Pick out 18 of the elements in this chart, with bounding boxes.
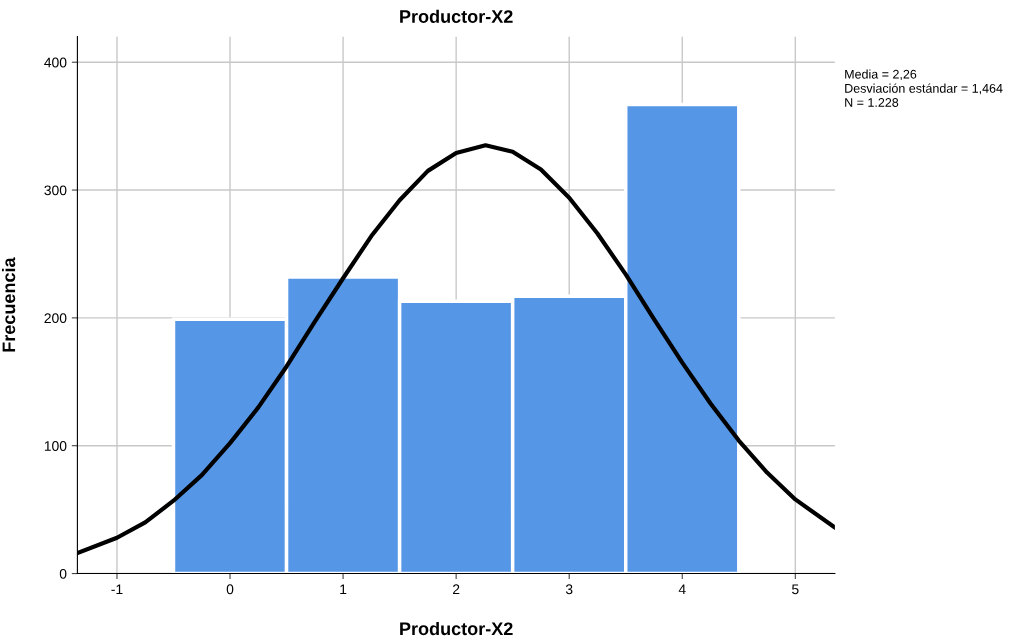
y-axis-title: Frecuencia (1, 257, 16, 352)
x-tick-label: 1 (340, 584, 347, 595)
y-tick-label: 0 (59, 568, 67, 579)
x-tick-label: 5 (792, 584, 799, 595)
x-tick-label: 4 (678, 584, 686, 595)
x-tick-label: 2 (452, 584, 460, 595)
y-tick-label: 100 (44, 441, 67, 451)
y-tick-label: 200 (44, 313, 67, 324)
y-tick-label: 300 (44, 185, 67, 196)
x-tick-label: 0 (226, 584, 234, 595)
text: Desviación estándar = 1,464 (845, 83, 1003, 95)
x-axis-title: Productor-X2 (400, 621, 513, 636)
text: Media = 2,26 (845, 69, 917, 81)
text: N = 1.228 (845, 98, 899, 107)
chart-title: Productor-X2 (400, 9, 513, 23)
y-tick-label: 400 (44, 57, 67, 68)
x-tick-label: -1 (111, 584, 123, 595)
x-tick-label: 3 (565, 584, 573, 595)
